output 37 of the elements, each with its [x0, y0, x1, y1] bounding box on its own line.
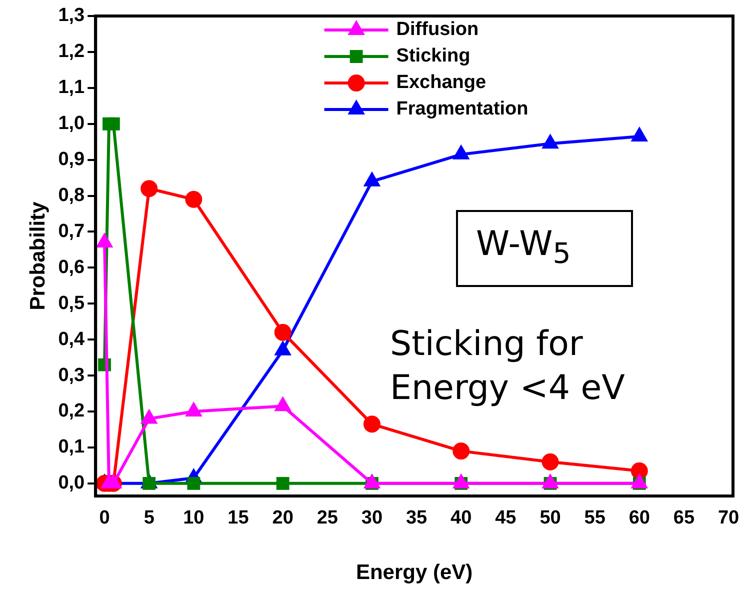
y-axis-title: Probability [26, 201, 50, 310]
y-tick-label: 0,4 [58, 328, 86, 350]
legend-label: Exchange [396, 72, 486, 94]
x-tick-label: 0 [99, 508, 110, 529]
y-tick-label: 0,7 [58, 220, 85, 242]
annotation: Sticking for Energy <4 eV [390, 323, 626, 410]
x-tick-label: 60 [628, 508, 650, 529]
x-tick-label: 40 [450, 508, 472, 529]
x-tick-label: 25 [316, 508, 338, 529]
x-tick-label: 45 [495, 508, 517, 529]
x-tick-label: 20 [272, 508, 294, 529]
y-tick-label: 0,9 [58, 149, 85, 170]
annotation: W-W$_{5}$ [456, 210, 633, 287]
x-axis-title: Energy (eV) [356, 561, 473, 584]
y-tick-label: 1,2 [58, 41, 85, 62]
x-tick-label: 30 [361, 508, 383, 529]
y-tick-label: 0,5 [58, 292, 86, 314]
y-tick-label: 1,3 [58, 5, 85, 26]
x-tick-label: 35 [406, 508, 428, 529]
legend-label: Diffusion [396, 19, 479, 40]
x-tick-label: 65 [673, 508, 695, 529]
legend-label: Sticking [396, 46, 470, 67]
x-tick-label: 55 [584, 508, 606, 529]
legend-label: Fragmentation [396, 98, 528, 120]
y-tick-label: 0,8 [58, 185, 85, 206]
y-tick-label: 1,1 [58, 77, 86, 98]
y-tick-label: 0,6 [58, 256, 85, 278]
y-tick-label: 0,0 [58, 472, 85, 494]
x-tick-label: 15 [228, 508, 250, 529]
y-tick-label: 0,2 [58, 400, 85, 422]
x-tick-label: 70 [718, 508, 740, 529]
y-tick-label: 0,3 [58, 364, 85, 386]
x-tick-label: 50 [540, 508, 561, 529]
x-tick-label: 10 [183, 508, 204, 529]
y-tick-label: 0,1 [58, 436, 86, 458]
y-tick-label: 1,0 [58, 113, 85, 134]
x-tick-label: 5 [144, 508, 155, 529]
